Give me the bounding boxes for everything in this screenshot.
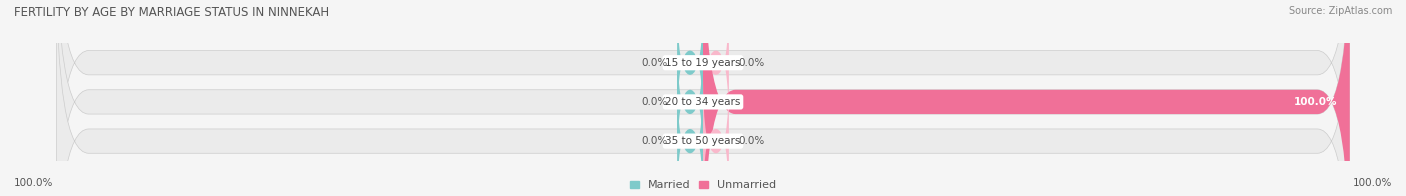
- FancyBboxPatch shape: [56, 0, 1350, 196]
- Text: 0.0%: 0.0%: [738, 136, 765, 146]
- Text: 0.0%: 0.0%: [738, 58, 765, 68]
- FancyBboxPatch shape: [703, 0, 728, 129]
- Text: 35 to 50 years: 35 to 50 years: [665, 136, 741, 146]
- Text: 0.0%: 0.0%: [641, 136, 668, 146]
- FancyBboxPatch shape: [678, 75, 703, 196]
- FancyBboxPatch shape: [56, 0, 1350, 196]
- Text: 15 to 19 years: 15 to 19 years: [665, 58, 741, 68]
- Text: Source: ZipAtlas.com: Source: ZipAtlas.com: [1288, 6, 1392, 16]
- FancyBboxPatch shape: [703, 0, 1350, 196]
- FancyBboxPatch shape: [678, 36, 703, 168]
- Text: 20 to 34 years: 20 to 34 years: [665, 97, 741, 107]
- Legend: Married, Unmarried: Married, Unmarried: [630, 181, 776, 191]
- Text: 0.0%: 0.0%: [641, 97, 668, 107]
- FancyBboxPatch shape: [703, 75, 728, 196]
- Text: 100.0%: 100.0%: [14, 178, 53, 188]
- Text: 100.0%: 100.0%: [1353, 178, 1392, 188]
- FancyBboxPatch shape: [56, 0, 1350, 196]
- Text: 0.0%: 0.0%: [641, 58, 668, 68]
- FancyBboxPatch shape: [678, 0, 703, 129]
- Text: FERTILITY BY AGE BY MARRIAGE STATUS IN NINNEKAH: FERTILITY BY AGE BY MARRIAGE STATUS IN N…: [14, 6, 329, 19]
- Text: 100.0%: 100.0%: [1294, 97, 1337, 107]
